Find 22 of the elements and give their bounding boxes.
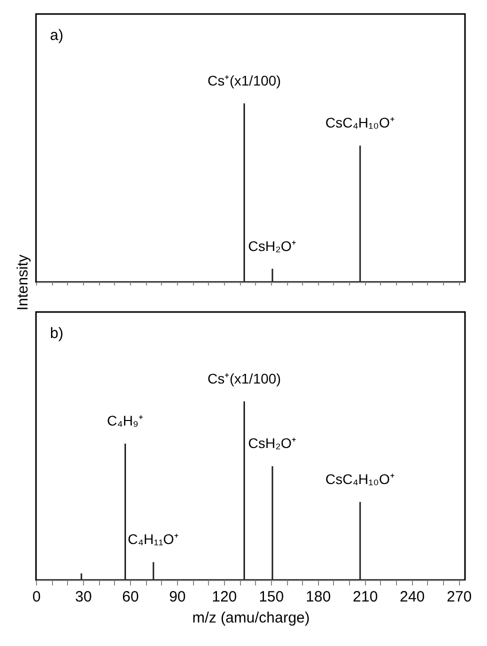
annotation: C₄H₁₁O⁺ xyxy=(128,531,180,548)
annotation: C₄H₉⁺ xyxy=(106,412,144,429)
annotation: Cs⁺(x1/100) xyxy=(208,72,281,88)
annotation: CsC₄H₁₀O⁺ xyxy=(325,470,395,487)
x-tick-label: 180 xyxy=(306,588,331,606)
x-tick-label: 210 xyxy=(352,588,378,606)
text: b) xyxy=(50,325,64,342)
y-axis-title: Intensity xyxy=(14,254,32,310)
x-tick-label: 60 xyxy=(122,588,139,606)
x-tick-label: 120 xyxy=(212,588,237,606)
annotation: CsH₂O⁺ xyxy=(248,435,297,452)
text: a) xyxy=(50,27,64,44)
x-tick-label: 30 xyxy=(75,588,92,606)
x-tick-label: 0 xyxy=(32,588,41,606)
x-tick-label: 90 xyxy=(169,588,186,606)
annotation: Cs⁺(x1/100) xyxy=(208,370,281,386)
annotation: CsC₄H₁₀O⁺ xyxy=(325,114,395,131)
annotation: CsH₂O⁺ xyxy=(248,238,297,254)
x-tick-label: 270 xyxy=(446,588,472,606)
x-tick-label: 240 xyxy=(400,588,425,606)
x-axis-title: m/z (amu/charge) xyxy=(192,610,310,626)
x-tick-label: 150 xyxy=(258,588,284,606)
